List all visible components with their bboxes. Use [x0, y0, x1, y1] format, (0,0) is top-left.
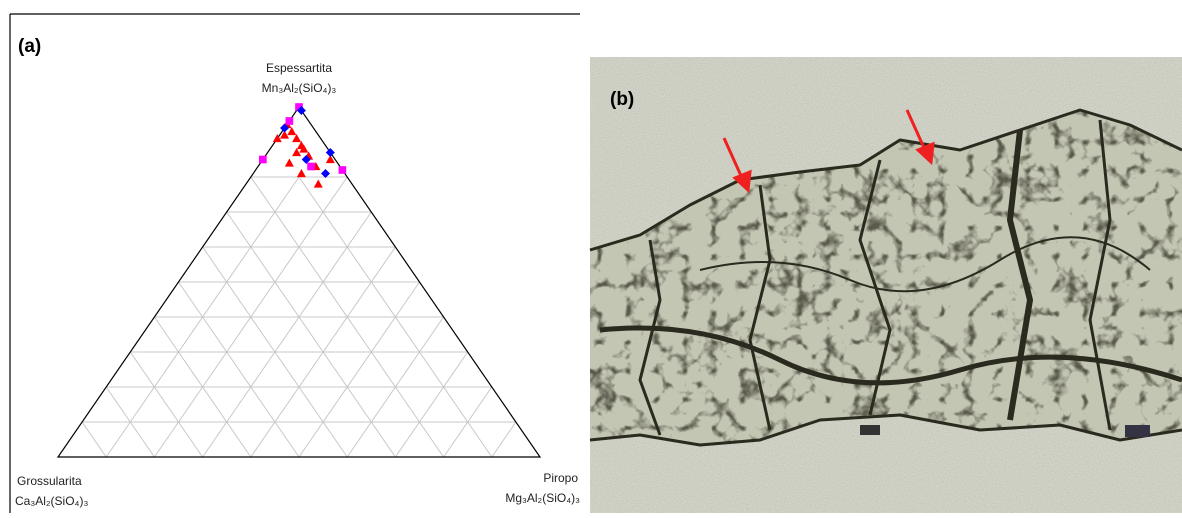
- grid-line: [82, 422, 106, 457]
- panel-label: (b): [610, 89, 634, 110]
- data-point: [286, 117, 294, 125]
- corner-name: Espessartita: [266, 61, 332, 75]
- photomicrograph: [590, 57, 1182, 513]
- data-point: [259, 156, 267, 164]
- corner-formula: Mg₃Al₂(SiO₄)₃: [505, 491, 580, 505]
- corner-name: Piropo: [543, 471, 578, 485]
- grid-line: [179, 282, 300, 457]
- grid-line: [492, 422, 516, 457]
- data-point: [285, 159, 294, 167]
- data-point: [297, 169, 306, 177]
- ternary-plot: Espessartita Mn₃Al₂(SiO₄)₃ Grossularita Ca₃…: [15, 61, 580, 508]
- grid-line: [227, 212, 396, 457]
- corner-formula: Ca₃Al₂(SiO₄)₃: [15, 494, 88, 508]
- grid-line: [130, 352, 202, 457]
- grid-line: [299, 282, 420, 457]
- data-point: [339, 166, 347, 174]
- corner-formula: Mn₃Al₂(SiO₄)₃: [262, 81, 337, 95]
- data-point: [307, 163, 315, 171]
- grid-line: [203, 212, 372, 457]
- data-point: [326, 148, 335, 157]
- panel-label: (a): [18, 36, 41, 57]
- corner-name: Grossularita: [17, 474, 82, 488]
- grid-line: [395, 352, 467, 457]
- data-point: [314, 180, 323, 188]
- data-point: [292, 134, 301, 142]
- figure: (a) Espessartita Mn₃Al₂(SiO₄)₃ Grossularit…: [0, 0, 1182, 513]
